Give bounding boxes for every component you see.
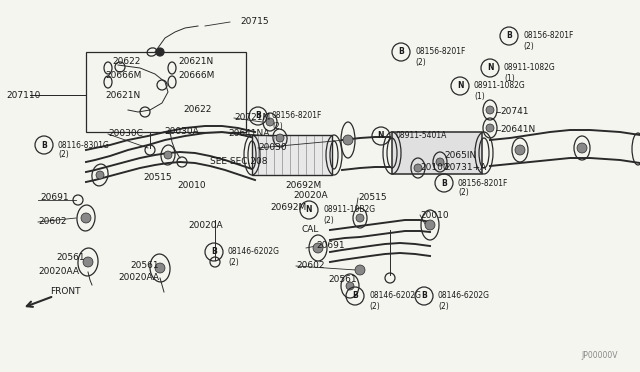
Text: 2065IN: 2065IN	[444, 151, 476, 160]
Text: 08146-6202G: 08146-6202G	[228, 247, 280, 257]
Text: 08911-1082G: 08911-1082G	[504, 64, 556, 73]
Text: 207110: 207110	[6, 90, 40, 99]
Text: FRONT: FRONT	[50, 288, 81, 296]
Text: 08146-6202G: 08146-6202G	[438, 292, 490, 301]
Text: 20692M: 20692M	[270, 203, 307, 212]
Text: 08156-8201F: 08156-8201F	[458, 179, 508, 187]
Text: 20561: 20561	[130, 260, 159, 269]
Circle shape	[425, 220, 435, 230]
Text: 20030C: 20030C	[108, 129, 143, 138]
Circle shape	[486, 106, 494, 114]
Text: (2): (2)	[58, 151, 68, 160]
Text: N: N	[306, 205, 312, 215]
Text: (2): (2)	[415, 58, 426, 67]
Circle shape	[164, 151, 172, 159]
Circle shape	[96, 171, 104, 179]
Circle shape	[355, 265, 365, 275]
Text: CAL: CAL	[302, 225, 319, 234]
Text: 20721M: 20721M	[234, 113, 270, 122]
Text: (2): (2)	[369, 301, 380, 311]
Text: (1): (1)	[474, 92, 484, 100]
Text: 20020A: 20020A	[293, 192, 328, 201]
Circle shape	[356, 214, 364, 222]
Circle shape	[436, 158, 444, 166]
Text: 20602: 20602	[296, 262, 324, 270]
Circle shape	[156, 48, 164, 56]
Text: 20641N: 20641N	[500, 125, 535, 135]
Text: 08156-8201F: 08156-8201F	[415, 48, 465, 57]
Text: 20100: 20100	[420, 164, 449, 173]
Text: 08156-8201F: 08156-8201F	[272, 112, 323, 121]
Text: 20731+A: 20731+A	[444, 164, 486, 173]
Text: 20030A: 20030A	[164, 128, 199, 137]
Text: 20010: 20010	[177, 180, 205, 189]
Text: 20621N: 20621N	[178, 58, 213, 67]
Text: 20515: 20515	[143, 173, 172, 182]
Text: 08911-5401A: 08911-5401A	[395, 131, 446, 141]
Text: 20020AA: 20020AA	[38, 267, 79, 276]
Text: 20010: 20010	[420, 211, 449, 219]
Text: 20715: 20715	[240, 17, 269, 26]
Text: 20741: 20741	[500, 108, 529, 116]
Circle shape	[343, 135, 353, 145]
Text: 20641NA: 20641NA	[228, 128, 269, 138]
Circle shape	[414, 164, 422, 172]
Bar	[86, 52, 246, 132]
Circle shape	[266, 118, 274, 126]
Text: (2): (2)	[438, 301, 449, 311]
Text: (2): (2)	[228, 257, 239, 266]
Text: 20691: 20691	[40, 193, 68, 202]
Text: (2): (2)	[323, 215, 333, 224]
Text: 08116-8301G: 08116-8301G	[58, 141, 110, 150]
Text: SEE SEC.208: SEE SEC.208	[210, 157, 268, 167]
Text: B: B	[506, 32, 512, 41]
Text: 08911-1082G: 08911-1082G	[474, 81, 525, 90]
Text: B: B	[421, 292, 427, 301]
Text: 20692M: 20692M	[285, 180, 321, 189]
Text: 08156-8201F: 08156-8201F	[523, 32, 573, 41]
Text: 08146-6202G: 08146-6202G	[369, 292, 421, 301]
Circle shape	[486, 124, 494, 132]
Text: 20602: 20602	[38, 218, 67, 227]
Text: N: N	[487, 64, 493, 73]
Text: JP00000V: JP00000V	[582, 351, 618, 360]
Circle shape	[577, 143, 587, 153]
Text: 20666M: 20666M	[105, 71, 141, 80]
Circle shape	[83, 257, 93, 267]
Circle shape	[155, 263, 165, 273]
Text: 20020A: 20020A	[188, 221, 223, 231]
Text: 20691: 20691	[316, 241, 344, 250]
Bar	[392, 132, 482, 174]
Text: B: B	[41, 141, 47, 150]
Text: B: B	[211, 247, 217, 257]
Text: (1): (1)	[504, 74, 515, 83]
Circle shape	[276, 134, 284, 142]
Text: 20515: 20515	[358, 193, 387, 202]
Text: 20561: 20561	[328, 276, 356, 285]
Text: N: N	[457, 81, 463, 90]
Circle shape	[346, 282, 354, 290]
Text: N: N	[378, 131, 384, 141]
Text: 20666M: 20666M	[178, 71, 214, 80]
Text: B: B	[255, 112, 261, 121]
Text: (2): (2)	[523, 42, 534, 51]
Text: 08911-10B2G: 08911-10B2G	[323, 205, 375, 215]
Text: 20622: 20622	[183, 106, 211, 115]
Circle shape	[313, 243, 323, 253]
Text: 20621N: 20621N	[105, 92, 140, 100]
Text: B: B	[441, 179, 447, 187]
Text: B: B	[398, 48, 404, 57]
Text: 20020AA: 20020AA	[118, 273, 159, 282]
Circle shape	[81, 213, 91, 223]
Text: 20561: 20561	[56, 253, 84, 263]
Bar	[252, 135, 332, 175]
Circle shape	[515, 145, 525, 155]
Text: B: B	[352, 292, 358, 301]
Text: 20622: 20622	[112, 58, 140, 67]
Text: 20030: 20030	[258, 144, 287, 153]
Text: (2): (2)	[272, 122, 283, 131]
Text: (2): (2)	[458, 189, 468, 198]
